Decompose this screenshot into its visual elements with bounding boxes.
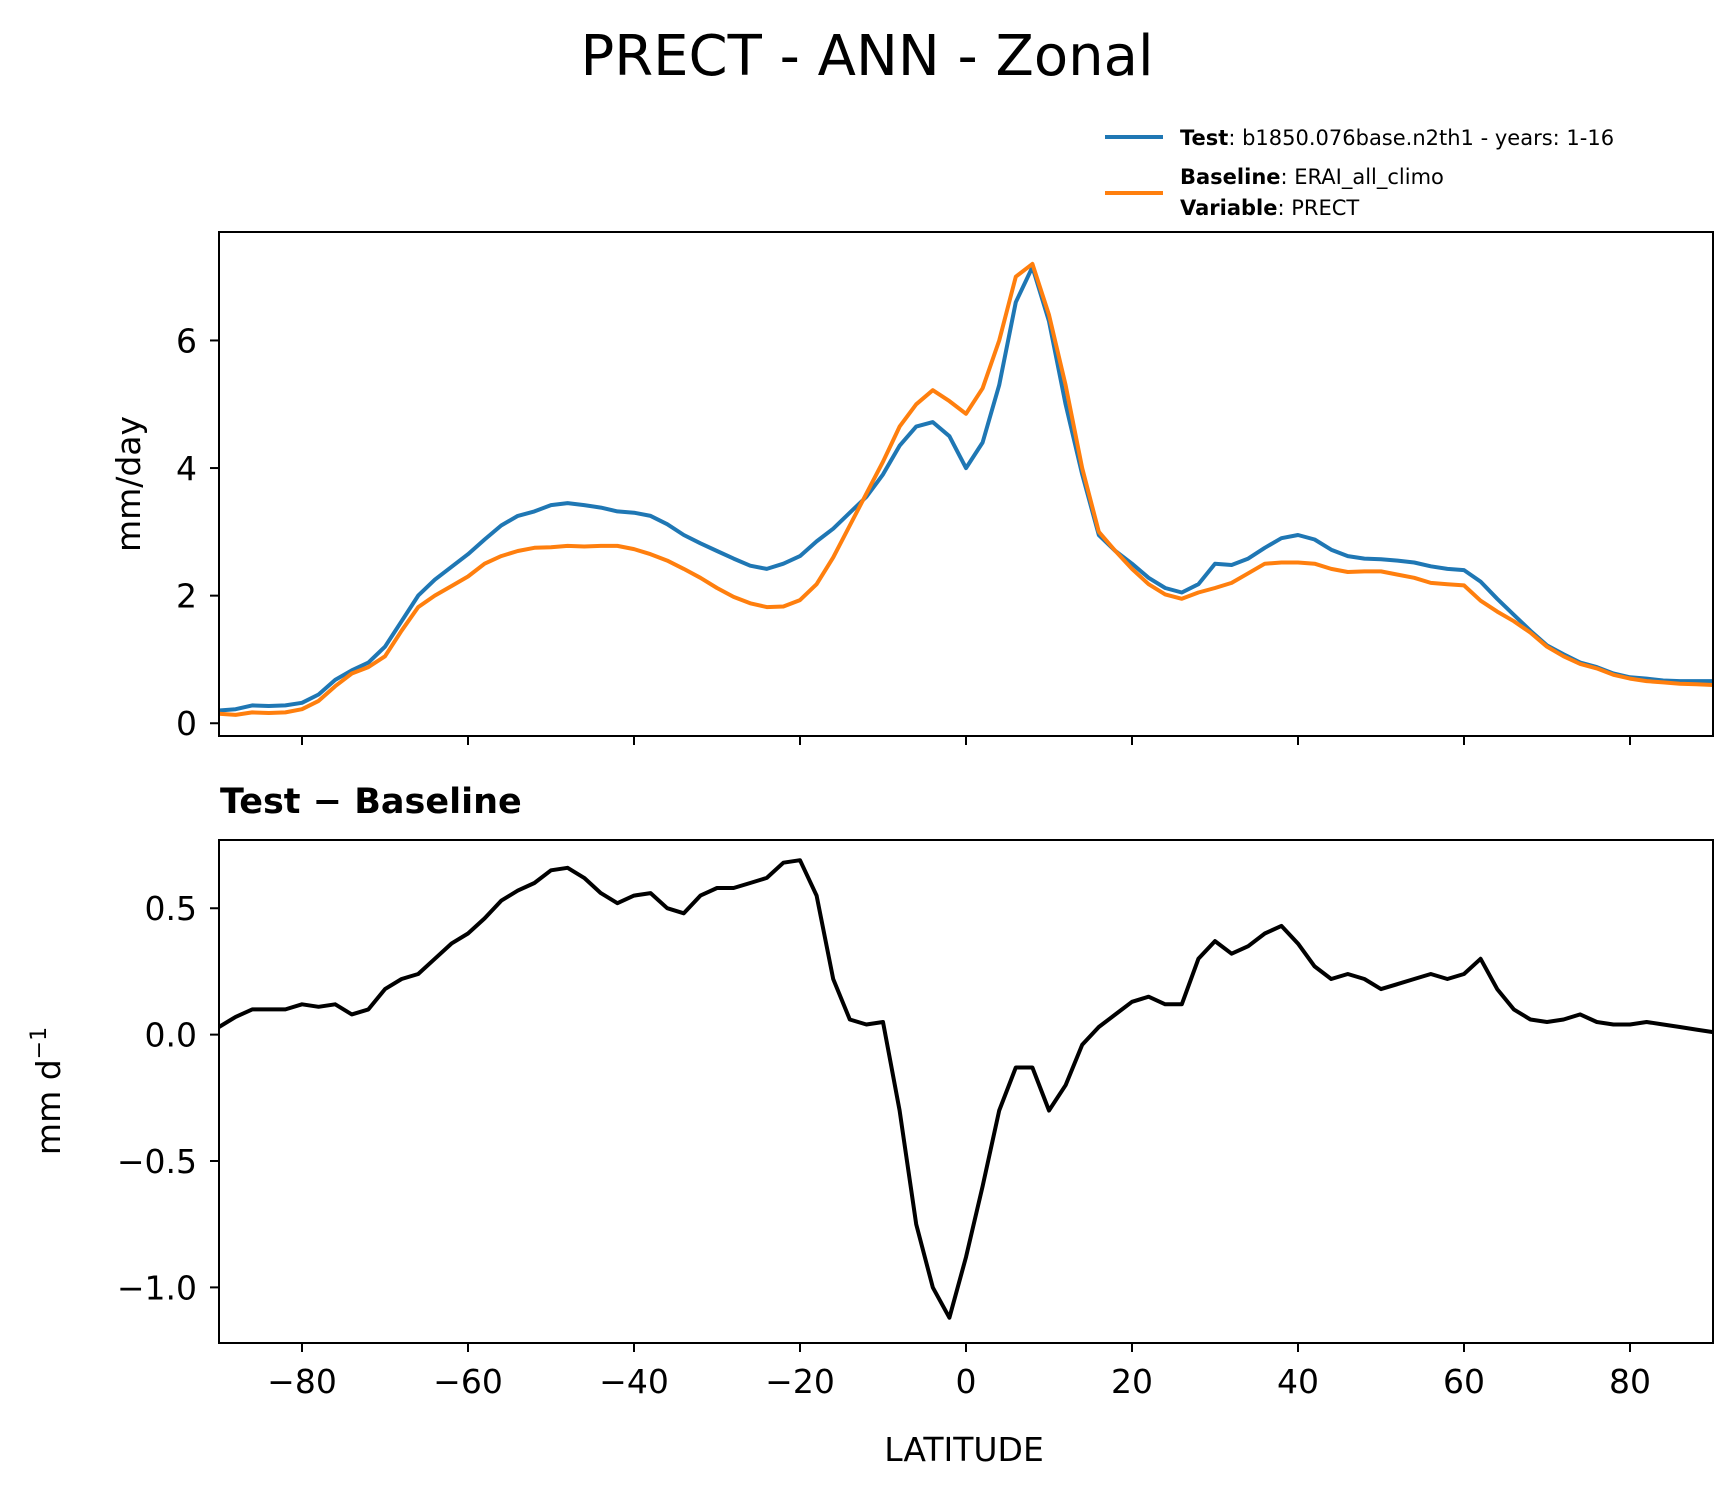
- bottom-panel: Test − Baseline 0.5 0.0 −0.5 −1.0 −80 −60 −40…: [27, 782, 1714, 1469]
- xtick-label: −80: [267, 1362, 337, 1401]
- top-panel-series: [218, 261, 1714, 717]
- xtick-label: 60: [1443, 1362, 1485, 1401]
- top-panel: 0 2 4 6 mm/day: [109, 231, 1714, 745]
- bottom-series-test-baseline-line: [217, 858, 1714, 1320]
- top-series-test-line: [218, 265, 1713, 713]
- legend-test-label: Test: b1850.076base.n2th1 - years: 1-16: [1180, 126, 1614, 150]
- top-ytick-label: 0: [176, 704, 197, 743]
- x-axis-label: LATITUDE: [884, 1430, 1044, 1469]
- bottom-panel-x-ticks: −80 −60 −40 −20 0 20 40 60 80: [267, 1343, 1651, 1401]
- bottom-ytick-label: 0.5: [145, 889, 197, 928]
- bottom-panel-series: [217, 858, 1714, 1320]
- figure-title: PRECT - ANN - Zonal: [580, 24, 1153, 89]
- bottom-ytick-label: −0.5: [117, 1142, 197, 1181]
- legend: Test: b1850.076base.n2th1 - years: 1-16 …: [1105, 126, 1614, 220]
- top-ytick-label: 2: [176, 577, 197, 616]
- bottom-panel-ylabel: mm d−1: [27, 1027, 68, 1155]
- top-ytick-label: 6: [176, 321, 197, 360]
- bottom-ytick-label: 0.0: [145, 1016, 197, 1055]
- xtick-label: −60: [433, 1362, 503, 1401]
- top-ytick-label: 4: [176, 449, 197, 488]
- xtick-label: −40: [599, 1362, 669, 1401]
- xtick-label: 40: [1277, 1362, 1319, 1401]
- top-panel-x-ticks: [301, 736, 1631, 745]
- xtick-label: 20: [1111, 1362, 1153, 1401]
- top-panel-ylabel: mm/day: [109, 416, 148, 552]
- xtick-label: −20: [765, 1362, 835, 1401]
- top-panel-y-ticks: 0 2 4 6: [176, 321, 219, 743]
- xtick-label: 0: [956, 1362, 977, 1401]
- legend-variable-label: Variable: PRECT: [1180, 196, 1359, 220]
- top-series-baseline-line: [218, 261, 1714, 717]
- bottom-panel-title: Test − Baseline: [220, 782, 522, 822]
- xtick-label: 80: [1609, 1362, 1651, 1401]
- bottom-ytick-label: −1.0: [117, 1268, 197, 1307]
- legend-baseline-label: Baseline: ERAI_all_climo: [1180, 165, 1444, 190]
- bottom-panel-y-ticks: 0.5 0.0 −0.5 −1.0: [117, 889, 219, 1307]
